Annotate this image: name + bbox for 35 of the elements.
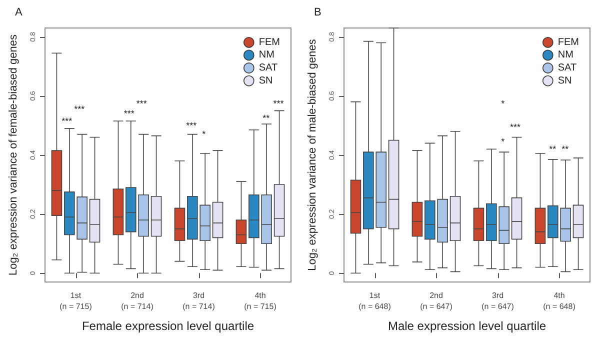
annotation: *** xyxy=(124,108,135,119)
annotation: ** xyxy=(549,144,557,154)
legend-label: NM xyxy=(258,50,274,61)
x-tick-label: 4th (n = 648) xyxy=(543,291,576,311)
x-tick-label: 4th (n = 715) xyxy=(244,291,277,311)
y-axis-title: Log₂ expression variance of male-biased genes xyxy=(306,38,318,271)
annotation: *** xyxy=(510,122,522,132)
annotation: * xyxy=(501,98,506,108)
x-tick-label: 3rd (n = 647) xyxy=(482,291,514,311)
chart-title: B xyxy=(314,6,322,18)
x-axis-title: Female expression level quartile xyxy=(82,319,254,333)
annotation: *** xyxy=(62,116,73,126)
legend-label: SN xyxy=(558,75,572,86)
annotation: *** xyxy=(273,98,284,108)
legend-label: SAT xyxy=(258,62,278,74)
annotation: ** xyxy=(262,112,270,123)
legend-label: SN xyxy=(258,75,273,86)
annotation: ** xyxy=(562,144,570,154)
x-tick-label: 1st (n = 648) xyxy=(358,291,392,311)
x-axis-title: Male expression level quartile xyxy=(388,319,546,333)
annotation: * xyxy=(202,129,206,140)
y-axis-title: Log₂ expression variance of female-biased genes xyxy=(8,34,20,276)
legend-label: NM xyxy=(558,50,574,61)
legend-label: FEM xyxy=(258,36,280,48)
x-tick-label: 2nd (n = 714) xyxy=(121,291,154,311)
chart-title: A xyxy=(15,6,23,18)
x-tick-label: 3rd (n = 714) xyxy=(182,291,216,311)
x-tick-label: 1st (n = 715) xyxy=(60,291,92,311)
annotation: *** xyxy=(136,98,148,108)
legend-label: SAT xyxy=(558,62,577,74)
annotation: * xyxy=(501,136,506,147)
legend-label: FEM xyxy=(558,36,579,48)
x-tick-label: 2nd (n = 647) xyxy=(420,291,453,311)
annotation: *** xyxy=(74,104,86,114)
annotation: *** xyxy=(186,120,198,130)
